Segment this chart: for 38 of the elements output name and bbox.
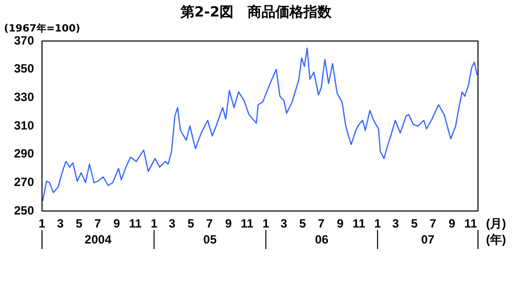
x-tick-label: 5: [410, 216, 418, 231]
text: 2004: [84, 232, 112, 246]
x-tick-label: 1: [38, 216, 46, 231]
x-tick-label: 1: [374, 216, 382, 231]
y-tick-label: 330: [14, 90, 34, 104]
x-tick-label: 9: [448, 216, 456, 231]
x-tick-label: 1: [150, 216, 158, 231]
x-tick-label: 11: [464, 216, 478, 231]
y-tick-label: 370: [14, 33, 34, 48]
x-tick-label: 5: [187, 216, 194, 231]
x-tick-label: 9: [225, 216, 232, 231]
x-tick-label: 5: [299, 216, 306, 231]
y-tick-label: 310: [14, 118, 34, 132]
x-tick-label: 7: [430, 216, 437, 231]
x-tick-label: 1: [262, 216, 270, 231]
x-tick-label: 7: [318, 216, 325, 231]
x-tick-label: 7: [94, 216, 102, 231]
text: 05: [203, 232, 217, 246]
y-tick-label: 250: [14, 203, 34, 218]
x-tick-label: 11: [240, 216, 254, 231]
x-tick-label: 9: [113, 216, 120, 231]
x-tick-label: 3: [168, 216, 176, 231]
y-tick-label: 350: [14, 62, 34, 76]
x-tick-label: 3: [57, 216, 64, 231]
y-tick-label: 270: [14, 174, 34, 189]
y-axis-title: (1967年=100): [4, 22, 80, 35]
x-axis-title: (月) (年): [486, 216, 506, 246]
y-tick-label: 290: [14, 146, 34, 161]
x-tick-label: 11: [129, 216, 142, 231]
x-tick-label: 3: [280, 216, 288, 231]
x-tick-label: 3: [392, 216, 400, 231]
x-tick-label: 7: [206, 216, 214, 231]
text: 06: [315, 232, 329, 246]
chart-title: 第2-2図 商品価格指数: [179, 4, 333, 21]
x-tick-label: 5: [76, 216, 83, 231]
text: 07: [421, 232, 435, 246]
x-tick-label: 9: [336, 216, 344, 231]
x-tick-label: 11: [352, 216, 366, 231]
